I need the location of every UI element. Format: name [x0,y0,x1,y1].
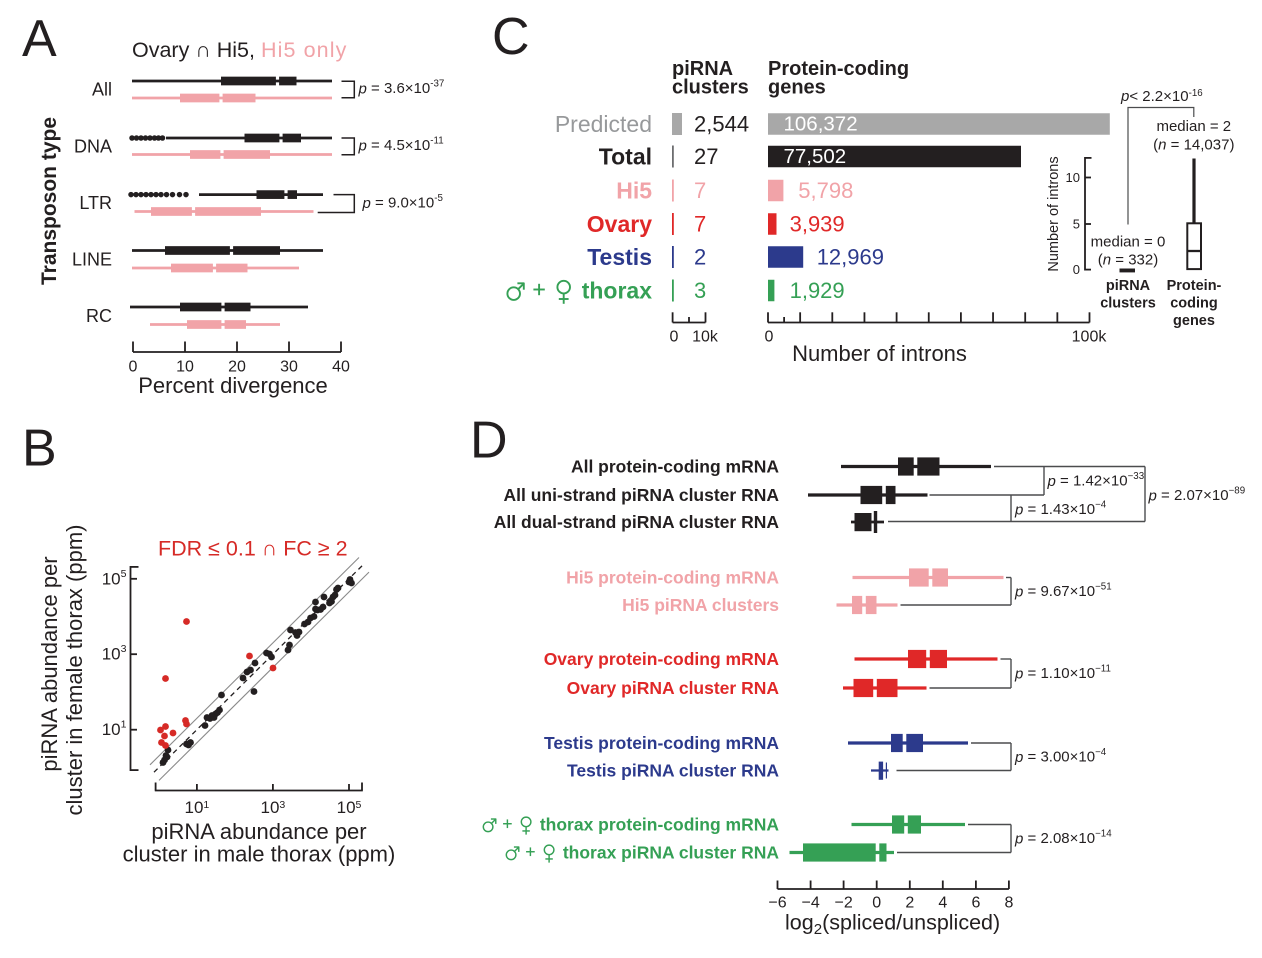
svg-text:1,929: 1,929 [790,278,845,303]
svg-text:median = 0: median = 0 [1091,234,1166,251]
svg-text:30: 30 [280,359,298,376]
svg-text:DNA: DNA [74,136,112,156]
svg-text:cluster in female thorax (ppm): cluster in female thorax (ppm) [62,525,87,816]
svg-text:coding: coding [1170,296,1218,312]
svg-text:thorax protein-coding mRNA: thorax protein-coding mRNA [540,815,780,835]
svg-text:12,969: 12,969 [817,245,884,270]
svg-text:Percent divergence: Percent divergence [138,373,328,398]
svg-text:10: 10 [1066,170,1080,185]
svg-text:All: All [92,80,112,100]
svg-text:thorax: thorax [582,278,653,304]
svg-text:5,798: 5,798 [798,178,853,203]
svg-text:8: 8 [1004,895,1013,912]
svg-text:106,372: 106,372 [784,113,858,136]
svg-text:p = 9.67×10−51: p = 9.67×10−51 [1014,581,1112,600]
svg-text:Number of introns: Number of introns [792,341,967,366]
svg-text:0: 0 [129,359,138,376]
svg-text:genes: genes [1173,313,1215,329]
svg-text:105: 105 [102,568,127,589]
svg-text:p< 2.2×10-16: p< 2.2×10-16 [1120,88,1203,105]
svg-text:cluster in male thorax (ppm): cluster in male thorax (ppm) [123,842,396,867]
svg-text:Ovary: Ovary [587,211,652,237]
svg-text:LINE: LINE [72,249,112,269]
svg-text:2: 2 [694,245,706,270]
svg-text:Total: Total [599,144,652,170]
svg-text:piRNA: piRNA [672,58,733,80]
svg-text:RC: RC [86,306,112,326]
svg-text:Ovary ∩ Hi5, Hi5 only: Ovary ∩ Hi5, Hi5 only [132,38,347,62]
svg-text:103: 103 [102,643,127,664]
svg-text:20: 20 [228,359,246,376]
svg-text:log2(spliced/unspliced): log2(spliced/unspliced) [785,911,1000,939]
svg-text:0: 0 [670,329,679,346]
svg-text:2,544: 2,544 [694,112,749,137]
svg-text:p = 2.08×10−14: p = 2.08×10−14 [1014,828,1112,847]
svg-text:A: A [22,10,57,68]
svg-text:101: 101 [102,719,127,740]
svg-text:thorax piRNA cluster RNA: thorax piRNA cluster RNA [563,843,780,863]
svg-text:100k: 100k [1072,329,1108,346]
svg-text:p = 1.43×10−4: p = 1.43×10−4 [1014,499,1107,518]
svg-text:0: 0 [1073,262,1080,277]
svg-text:10k: 10k [692,329,719,346]
svg-text:−6: −6 [768,895,786,912]
svg-text:Testis piRNA cluster RNA: Testis piRNA cluster RNA [567,761,779,781]
svg-text:Transposon type: Transposon type [38,117,61,285]
svg-text:2: 2 [905,895,914,912]
svg-text:7: 7 [694,212,706,237]
svg-text:77,502: 77,502 [784,145,847,168]
svg-text:3: 3 [694,278,706,303]
svg-text:Hi5 piRNA clusters: Hi5 piRNA clusters [622,595,779,615]
svg-text:103: 103 [261,798,286,817]
svg-text:p = 9.0×10-5: p = 9.0×10-5 [362,192,444,211]
svg-text:101: 101 [185,798,210,817]
svg-text:p = 3.6×10-37: p = 3.6×10-37 [358,78,445,97]
svg-text:All dual-strand piRNA cluster: All dual-strand piRNA cluster RNA [494,512,780,532]
svg-text:p = 4.5×10-11: p = 4.5×10-11 [358,135,444,154]
svg-text:All uni-strand piRNA cluster R: All uni-strand piRNA cluster RNA [504,485,780,505]
svg-text:B: B [22,420,57,478]
svg-text:LTR: LTR [79,193,112,213]
svg-text:All protein-coding mRNA: All protein-coding mRNA [571,457,779,477]
svg-text:clusters: clusters [672,77,749,99]
svg-text:p = 3.00×10−4: p = 3.00×10−4 [1014,746,1107,765]
svg-text:Hi5: Hi5 [616,178,652,204]
svg-text:median = 2: median = 2 [1156,118,1231,135]
svg-text:Protein-coding: Protein-coding [768,58,909,80]
svg-text:Number of introns: Number of introns [1046,156,1062,271]
svg-text:3,939: 3,939 [790,212,845,237]
svg-text:−4: −4 [801,895,819,912]
svg-text:0: 0 [765,329,774,346]
svg-text:Protein-: Protein- [1167,278,1222,294]
svg-text:genes: genes [768,77,826,99]
svg-text:clusters: clusters [1100,296,1156,312]
svg-text:FDR ≤ 0.1 ∩ FC ≥ 2: FDR ≤ 0.1 ∩ FC ≥ 2 [158,537,348,561]
svg-text:6: 6 [971,895,980,912]
svg-text:Testis: Testis [587,244,652,270]
svg-text:p = 2.07×10−89: p = 2.07×10−89 [1148,485,1246,504]
svg-text:piRNA: piRNA [1106,278,1151,294]
svg-text:piRNA abundance per: piRNA abundance per [37,556,62,771]
svg-text:40: 40 [332,359,350,376]
svg-text:(n = 332): (n = 332) [1098,252,1158,269]
svg-text:Predicted: Predicted [555,111,652,137]
svg-text:0: 0 [872,895,881,912]
svg-text:p = 1.10×10−11: p = 1.10×10−11 [1014,663,1111,682]
svg-text:4: 4 [938,895,947,912]
svg-text:7: 7 [694,178,706,203]
svg-text:D: D [470,412,508,470]
svg-text:p = 1.42×10−33: p = 1.42×10−33 [1047,471,1145,490]
svg-text:Ovary protein-coding mRNA: Ovary protein-coding mRNA [544,649,780,669]
svg-text:Hi5 protein-coding mRNA: Hi5 protein-coding mRNA [566,568,779,588]
svg-text:piRNA abundance per: piRNA abundance per [151,819,366,844]
svg-text:−2: −2 [834,895,852,912]
svg-text:C: C [492,8,530,66]
svg-text:5: 5 [1073,217,1080,232]
svg-text:(n = 14,037): (n = 14,037) [1153,137,1234,154]
svg-text:10: 10 [176,359,194,376]
svg-text:105: 105 [337,798,362,817]
svg-text:Testis protein-coding mRNA: Testis protein-coding mRNA [544,733,779,753]
svg-text:Ovary piRNA cluster RNA: Ovary piRNA cluster RNA [567,678,780,698]
svg-text:27: 27 [694,144,718,169]
